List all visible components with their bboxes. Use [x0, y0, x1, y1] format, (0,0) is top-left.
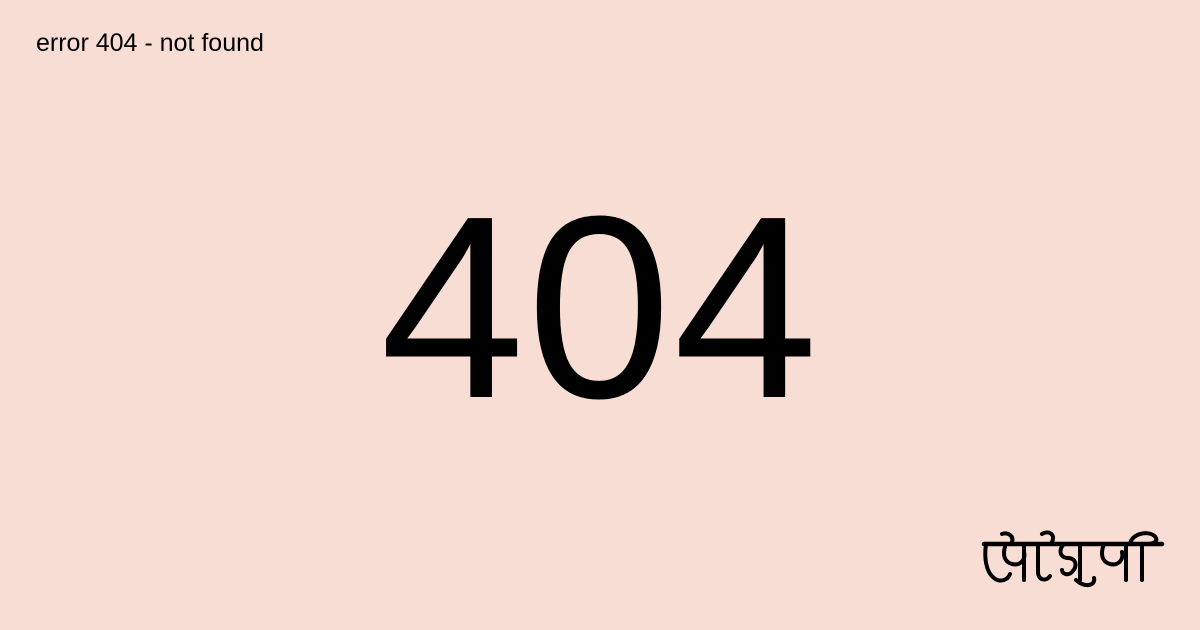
error-code: 404 [380, 163, 820, 453]
error-caption: error 404 - not found [36, 29, 264, 57]
site-logo [980, 528, 1168, 594]
bengali-wordmark-logo-icon [981, 530, 1165, 587]
